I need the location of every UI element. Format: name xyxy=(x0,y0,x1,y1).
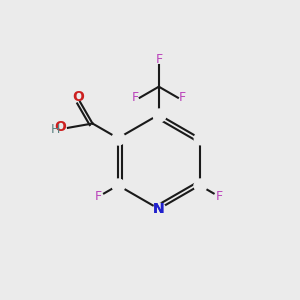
Text: F: F xyxy=(131,91,139,104)
Text: F: F xyxy=(155,53,162,66)
Text: F: F xyxy=(179,91,186,104)
Text: F: F xyxy=(95,190,102,203)
Text: H: H xyxy=(51,123,60,136)
Text: O: O xyxy=(73,89,85,103)
Text: N: N xyxy=(153,202,165,216)
Text: N: N xyxy=(153,202,165,216)
Text: O: O xyxy=(54,120,66,134)
Text: F: F xyxy=(216,190,223,203)
